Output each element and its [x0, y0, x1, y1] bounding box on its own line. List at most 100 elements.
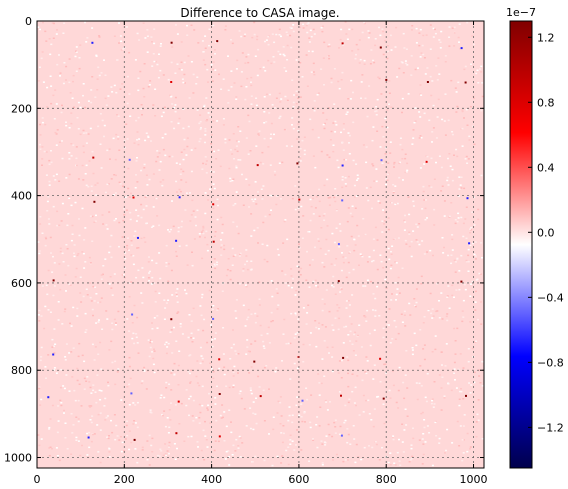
- noise-pixel: [434, 381, 436, 383]
- noise-pixel: [130, 219, 132, 221]
- outlier-pixel: [92, 157, 94, 159]
- noise-pixel: [148, 86, 150, 88]
- noise-pixel: [199, 422, 201, 424]
- noise-pixel: [470, 227, 472, 229]
- noise-pixel: [354, 196, 356, 198]
- noise-pixel: [396, 402, 398, 404]
- noise-pixel: [390, 265, 392, 267]
- noise-pixel: [69, 58, 71, 60]
- noise-pixel: [134, 404, 136, 406]
- noise-pixel: [354, 185, 356, 187]
- noise-pixel: [446, 316, 448, 318]
- noise-pixel: [118, 116, 120, 118]
- noise-pixel: [346, 277, 348, 279]
- noise-pixel: [204, 142, 206, 144]
- noise-pixel: [317, 238, 319, 240]
- noise-pixel: [314, 320, 316, 322]
- noise-pixel: [214, 49, 216, 51]
- noise-pixel: [166, 353, 168, 355]
- noise-pixel: [336, 454, 338, 456]
- noise-pixel: [72, 81, 74, 83]
- noise-pixel: [397, 407, 399, 409]
- noise-pixel: [65, 79, 67, 81]
- noise-pixel: [234, 254, 236, 256]
- noise-pixel: [398, 68, 400, 70]
- noise-pixel: [250, 213, 252, 215]
- noise-pixel: [191, 61, 193, 63]
- noise-pixel: [387, 45, 389, 47]
- noise-pixel: [364, 447, 366, 449]
- noise-pixel: [401, 112, 403, 114]
- noise-pixel: [188, 337, 190, 339]
- noise-pixel: [58, 181, 60, 183]
- noise-pixel: [205, 156, 207, 158]
- noise-pixel: [351, 50, 353, 52]
- noise-pixel: [203, 106, 205, 108]
- noise-pixel: [120, 399, 122, 401]
- noise-pixel: [75, 400, 77, 402]
- noise-pixel: [104, 419, 106, 421]
- noise-pixel: [169, 419, 171, 421]
- noise-pixel: [137, 402, 139, 404]
- noise-pixel: [206, 439, 208, 441]
- noise-pixel: [367, 261, 369, 263]
- noise-pixel: [295, 333, 297, 335]
- noise-pixel: [229, 387, 231, 389]
- noise-pixel: [216, 120, 218, 122]
- noise-pixel: [129, 116, 131, 118]
- noise-pixel: [118, 222, 120, 224]
- noise-pixel: [98, 414, 100, 416]
- noise-pixel: [198, 123, 200, 125]
- noise-pixel: [149, 356, 151, 358]
- noise-pixel: [245, 179, 247, 181]
- noise-pixel: [451, 131, 453, 133]
- noise-pixel: [58, 263, 60, 265]
- noise-pixel: [403, 33, 405, 35]
- noise-pixel: [250, 82, 252, 84]
- noise-pixel: [105, 98, 107, 100]
- noise-pixel: [201, 355, 203, 357]
- noise-pixel: [263, 390, 265, 392]
- noise-pixel: [250, 85, 252, 87]
- noise-pixel: [127, 103, 129, 105]
- noise-pixel: [191, 320, 193, 322]
- noise-pixel: [278, 117, 280, 119]
- noise-pixel: [38, 320, 40, 322]
- noise-pixel: [84, 22, 86, 24]
- noise-pixel: [343, 262, 345, 264]
- noise-pixel: [160, 397, 162, 399]
- noise-pixel: [452, 134, 454, 136]
- noise-pixel: [308, 37, 310, 39]
- noise-pixel: [57, 455, 59, 457]
- noise-pixel: [478, 399, 480, 401]
- noise-pixel: [178, 423, 180, 425]
- noise-pixel: [130, 442, 132, 444]
- noise-pixel: [162, 415, 164, 417]
- noise-pixel: [444, 200, 446, 202]
- noise-pixel: [292, 198, 294, 200]
- noise-pixel: [159, 70, 161, 72]
- noise-pixel: [71, 155, 73, 157]
- noise-pixel: [128, 449, 130, 451]
- noise-pixel: [404, 221, 406, 223]
- noise-pixel: [142, 447, 144, 449]
- noise-pixel: [277, 304, 279, 306]
- noise-pixel: [95, 346, 97, 348]
- noise-pixel: [393, 439, 395, 441]
- noise-pixel: [470, 392, 472, 394]
- noise-pixel: [204, 64, 206, 66]
- noise-pixel: [137, 90, 139, 92]
- noise-pixel: [146, 205, 148, 207]
- noise-pixel: [262, 185, 264, 187]
- noise-pixel: [138, 144, 140, 146]
- noise-pixel: [275, 367, 277, 369]
- noise-pixel: [101, 167, 103, 169]
- noise-pixel: [453, 328, 455, 330]
- noise-pixel: [309, 119, 311, 121]
- noise-pixel: [164, 319, 166, 321]
- noise-pixel: [144, 140, 146, 142]
- noise-pixel: [398, 277, 400, 279]
- noise-pixel: [232, 43, 234, 45]
- noise-pixel: [342, 176, 344, 178]
- noise-pixel: [362, 285, 364, 287]
